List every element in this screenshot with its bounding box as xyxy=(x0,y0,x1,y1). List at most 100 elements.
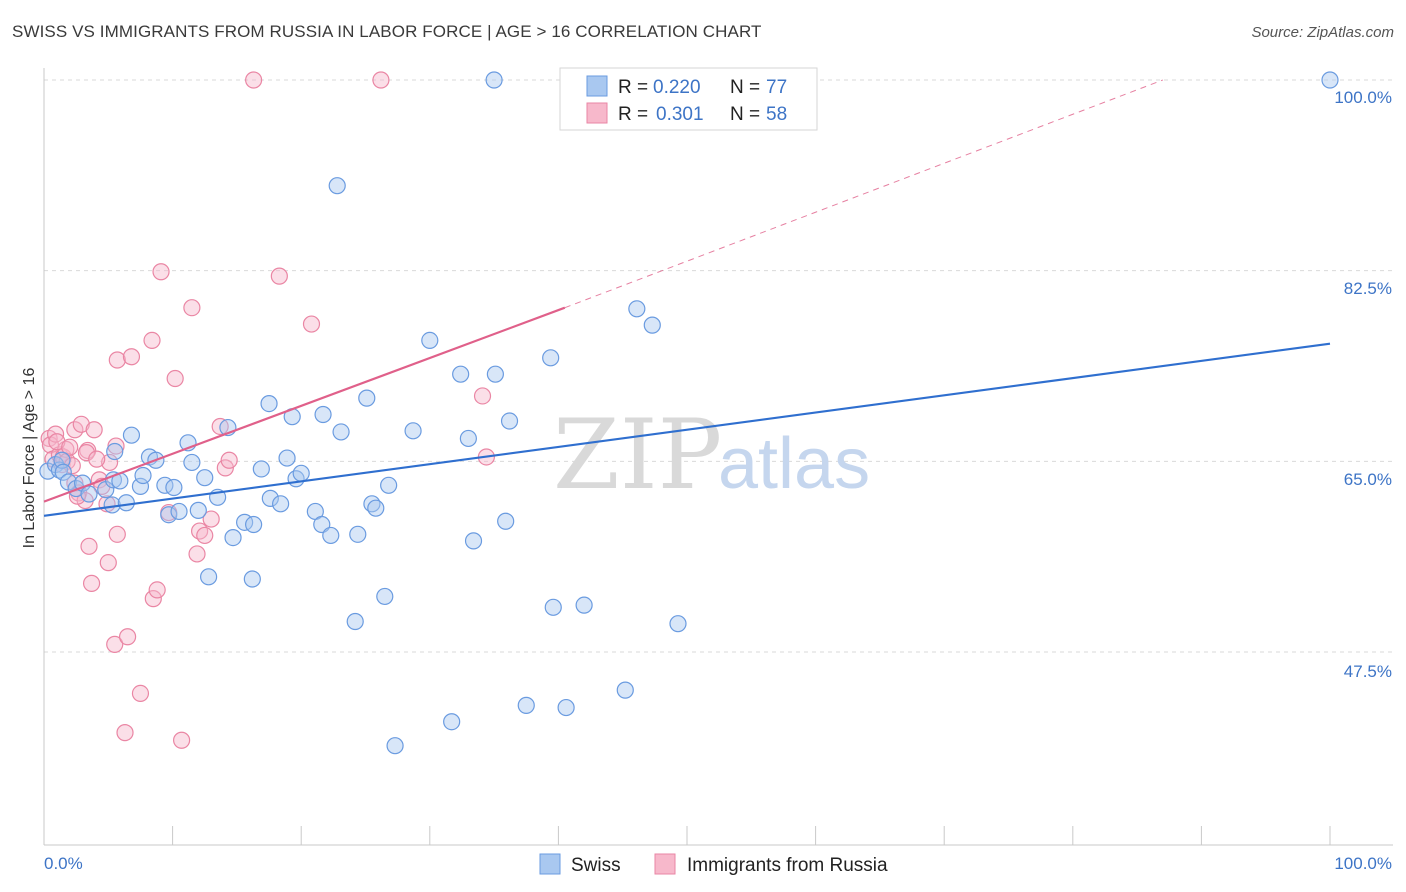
russia-point-23 xyxy=(100,453,119,472)
x-tick-label-max: 100.0% xyxy=(1334,854,1392,873)
swiss-point-33 xyxy=(243,570,261,588)
grid-lines xyxy=(44,79,1393,653)
russia-point-16 xyxy=(80,537,98,555)
legend-swatch-swiss xyxy=(586,75,608,97)
swiss-point-21 xyxy=(160,506,178,524)
legend-n-value-russia: 58 xyxy=(766,104,787,125)
russia-point-9 xyxy=(63,457,81,475)
swiss-point-59 xyxy=(443,713,461,731)
y-tick-label-100: 100.0% xyxy=(1334,88,1392,107)
swiss-point-14 xyxy=(117,494,135,512)
source-credit: Source: ZipAtlas.com xyxy=(1251,24,1394,41)
swiss-point-46 xyxy=(322,526,340,545)
legend-n-value-swiss: 77 xyxy=(766,77,787,98)
legend-r-label-swiss: R = xyxy=(618,77,648,98)
swiss-point-76 xyxy=(1321,71,1339,89)
swiss-point-8 xyxy=(80,485,98,503)
swiss-point-67 xyxy=(542,349,560,367)
swiss-point-48 xyxy=(332,423,350,441)
russia-points xyxy=(40,71,495,749)
bottom-legend-label-swiss: Swiss xyxy=(571,855,621,876)
swiss-point-57 xyxy=(404,422,422,440)
russia-point-46 xyxy=(220,451,238,469)
swiss-point-60 xyxy=(452,365,470,383)
trend-lines xyxy=(43,79,1331,517)
swiss-point-62 xyxy=(464,532,483,550)
swiss-trend-line xyxy=(43,342,1331,517)
russia-point-28 xyxy=(116,724,134,742)
y-axis-label: In Labor Force | Age > 16 xyxy=(21,368,38,549)
swiss-point-53 xyxy=(367,499,385,517)
russia-point-39 xyxy=(183,299,201,317)
swiss-point-37 xyxy=(261,489,279,507)
swiss-point-17 xyxy=(134,466,152,485)
bottom-legend: Swiss Immigrants from Russia xyxy=(539,853,888,876)
russia-point-47 xyxy=(245,71,263,89)
russia-point-38 xyxy=(173,731,191,749)
chart-title: SWISS VS IMMIGRANTS FROM RUSSIA IN LABOR… xyxy=(12,22,762,41)
russia-point-49 xyxy=(302,315,321,333)
x-tick-label-min: 0.0% xyxy=(44,854,83,873)
legend-r-value-russia: 0.301 xyxy=(656,104,704,125)
bottom-legend-swatch-swiss xyxy=(539,853,561,875)
swiss-point-49 xyxy=(346,612,364,631)
swiss-point-51 xyxy=(358,389,376,407)
swiss-point-35 xyxy=(252,460,270,478)
russia-point-18 xyxy=(85,421,103,439)
swiss-point-64 xyxy=(497,512,515,530)
legend-n-label-russia: N = xyxy=(730,104,760,125)
russia-point-13 xyxy=(72,415,90,433)
legend-n-label-swiss: N = xyxy=(730,77,760,98)
russia-point-40 xyxy=(188,545,206,563)
swiss-point-65 xyxy=(500,412,519,430)
bottom-legend-swatch-russia xyxy=(654,853,676,875)
swiss-point-75 xyxy=(485,71,503,89)
russia-point-26 xyxy=(108,525,126,543)
swiss-point-47 xyxy=(328,177,346,195)
swiss-point-73 xyxy=(643,316,661,334)
watermark-atlas: atlas xyxy=(718,424,870,504)
russia-point-25 xyxy=(107,437,125,455)
swiss-point-39 xyxy=(278,449,296,467)
swiss-point-58 xyxy=(421,331,439,349)
russia-point-17 xyxy=(82,574,101,592)
russia-point-22 xyxy=(99,554,117,572)
russia-point-42 xyxy=(196,526,214,545)
russia-point-37 xyxy=(166,369,184,388)
swiss-point-54 xyxy=(376,587,394,606)
swiss-point-31 xyxy=(224,528,242,547)
swiss-point-71 xyxy=(616,681,634,699)
russia-trend-extension xyxy=(564,79,1163,309)
russia-point-51 xyxy=(473,387,492,405)
russia-point-30 xyxy=(122,348,141,366)
russia-point-29 xyxy=(118,628,137,646)
swiss-point-74 xyxy=(669,615,687,633)
swiss-point-15 xyxy=(122,426,141,444)
russia-trend-line xyxy=(43,306,566,503)
russia-point-24 xyxy=(106,635,124,653)
swiss-point-26 xyxy=(189,501,207,519)
swiss-point-66 xyxy=(517,696,535,714)
swiss-point-70 xyxy=(575,596,593,614)
swiss-points xyxy=(39,71,1339,755)
swiss-point-25 xyxy=(183,453,201,472)
swiss-point-28 xyxy=(200,568,218,586)
swiss-point-16 xyxy=(131,477,150,495)
y-tick-label-47-5: 47.5% xyxy=(1344,662,1392,681)
swiss-point-50 xyxy=(349,525,367,543)
swiss-point-7 xyxy=(73,474,92,492)
legend-swatch-russia xyxy=(586,102,608,124)
russia-point-43 xyxy=(202,510,220,528)
y-tick-label-65: 65.0% xyxy=(1344,470,1392,489)
swiss-point-4 xyxy=(54,463,72,481)
swiss-point-27 xyxy=(196,469,214,487)
watermark-zip: ZIP xyxy=(553,399,722,511)
russia-point-57 xyxy=(61,438,79,456)
swiss-point-42 xyxy=(292,464,310,482)
swiss-point-22 xyxy=(165,478,183,497)
russia-point-54 xyxy=(77,444,96,462)
russia-point-33 xyxy=(144,590,162,608)
russia-point-34 xyxy=(148,581,166,599)
russia-point-48 xyxy=(270,267,288,285)
